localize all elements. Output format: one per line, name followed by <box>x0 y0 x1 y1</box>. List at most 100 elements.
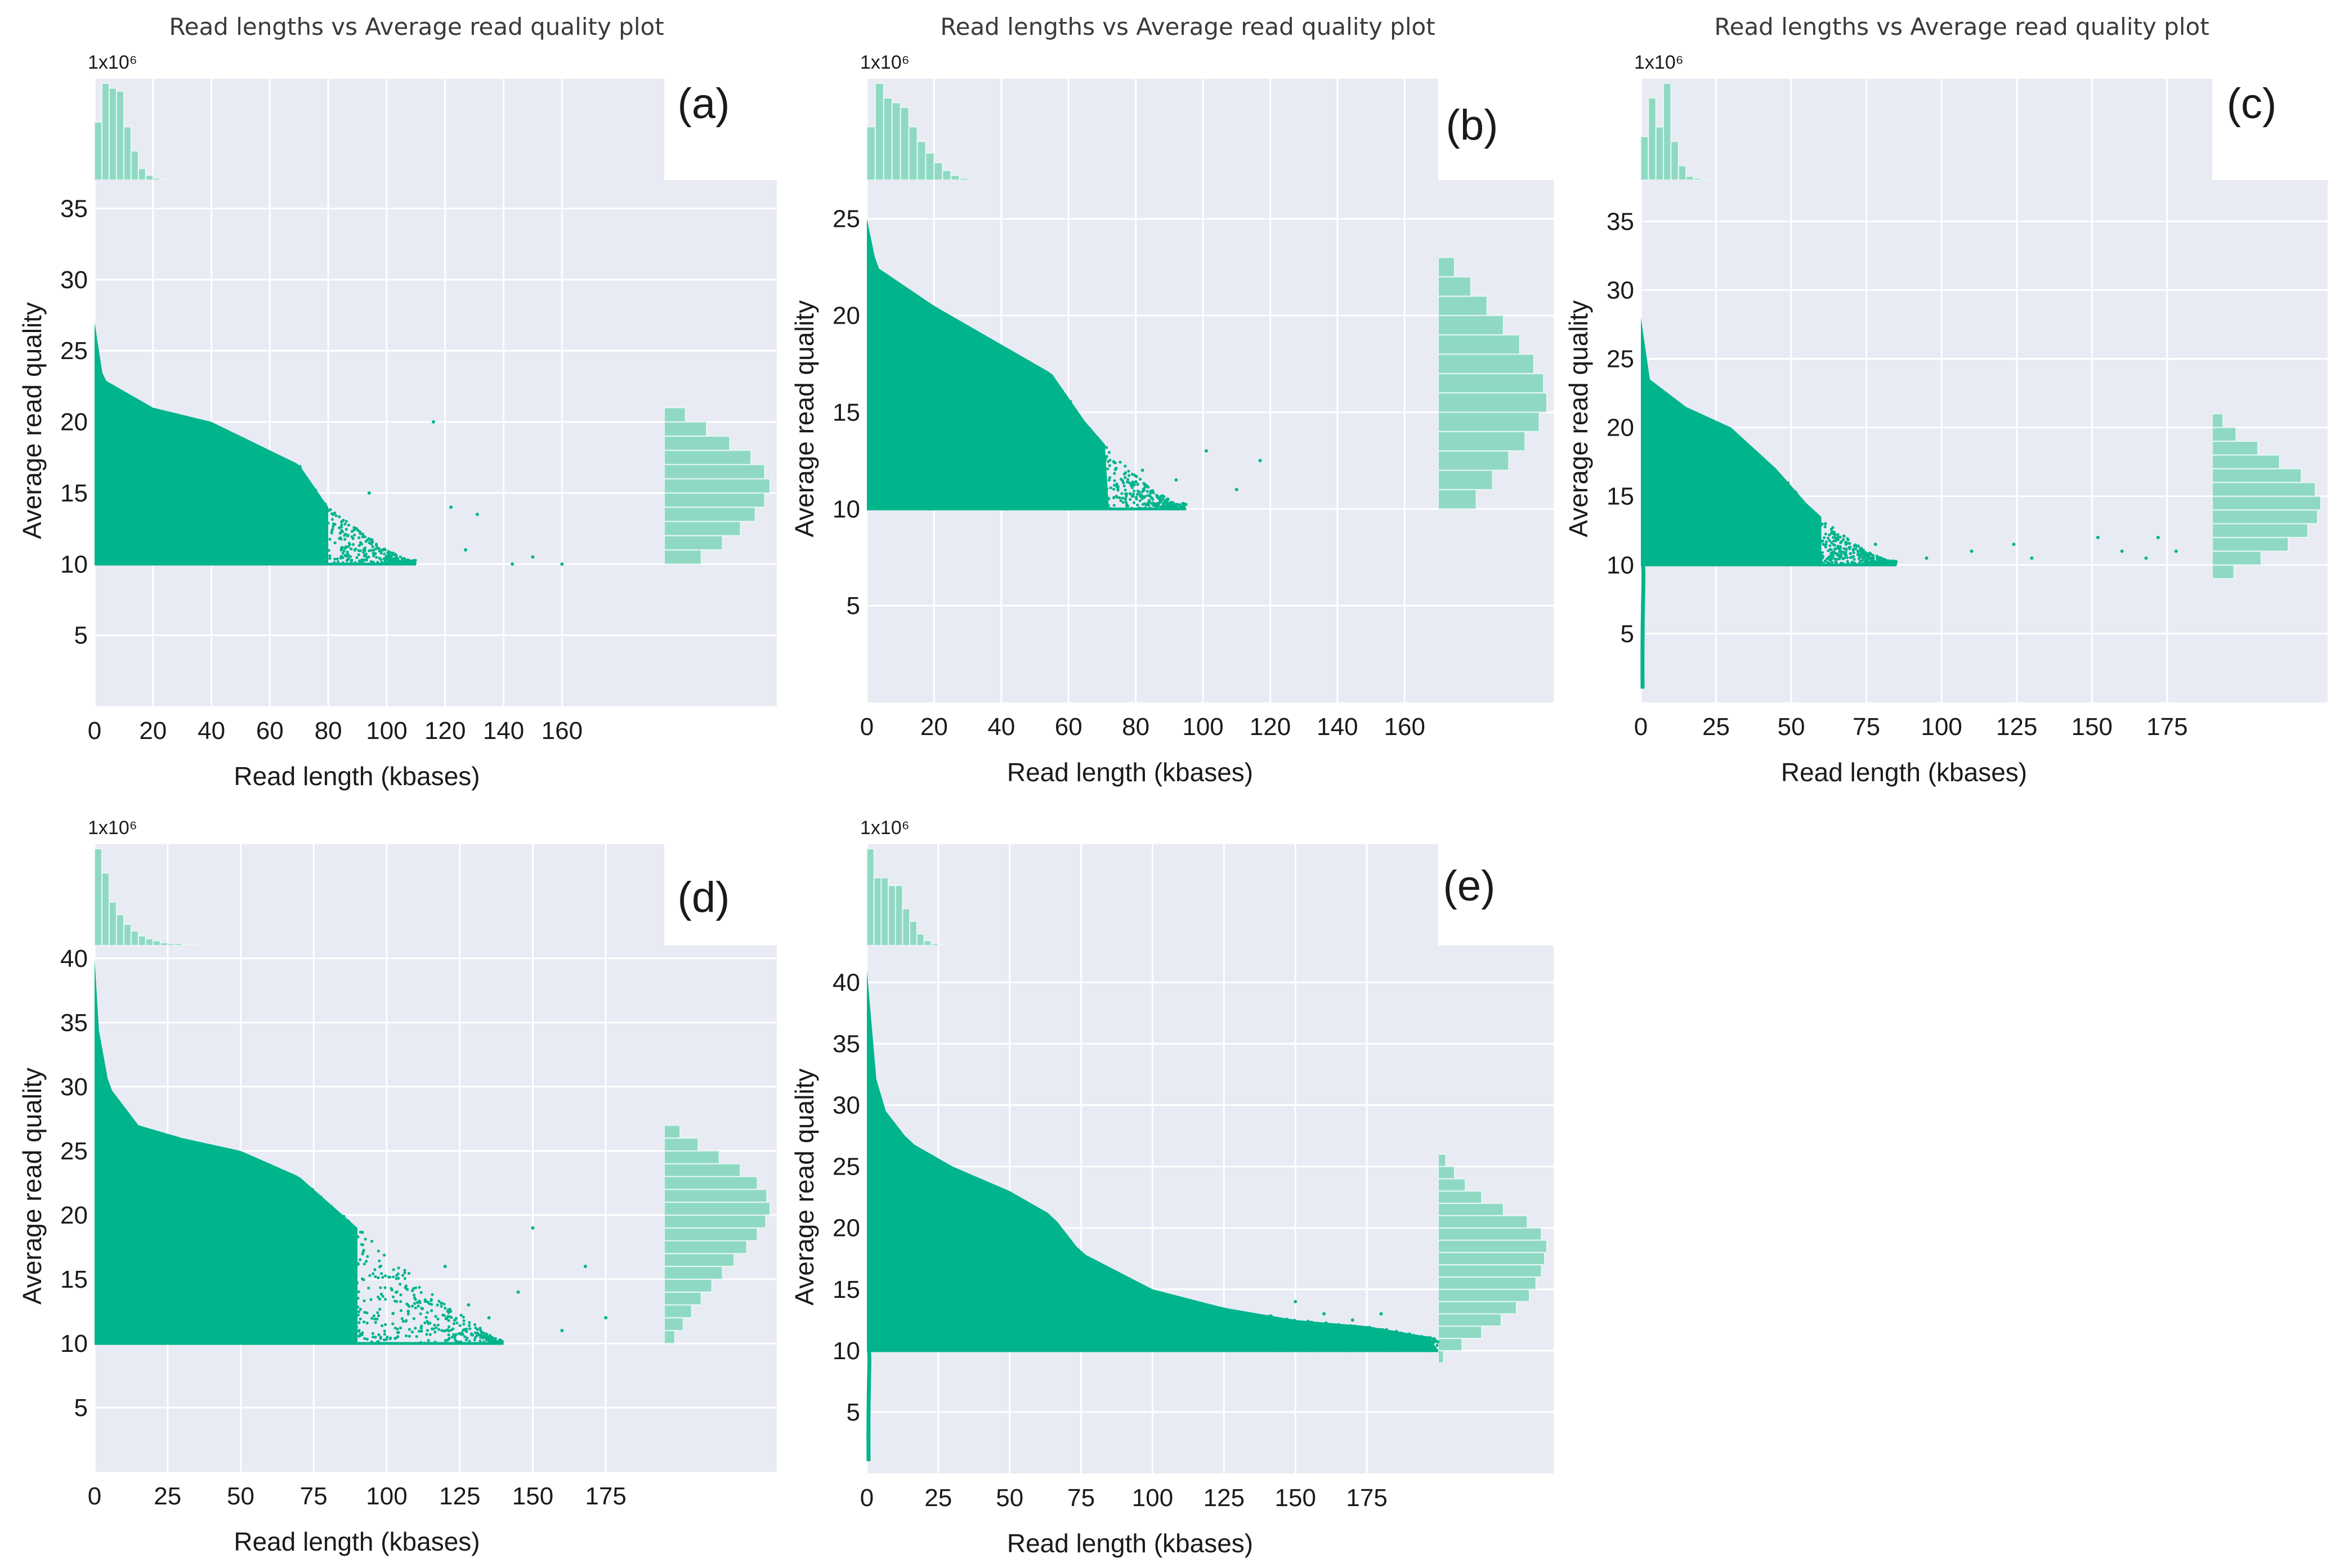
scatter-point <box>1353 1324 1357 1328</box>
scatter-point <box>1426 1347 1429 1350</box>
scatter-point <box>1100 463 1103 466</box>
scatter-point <box>310 1245 313 1248</box>
scatter-point <box>344 1252 348 1256</box>
scatter-point <box>1767 535 1771 539</box>
scatter-point <box>1039 446 1042 450</box>
scatter-point <box>332 1327 335 1330</box>
scatter-point <box>332 525 335 528</box>
scatter-point <box>293 1289 297 1293</box>
scatter-point <box>1037 503 1040 507</box>
scatter-point <box>430 1327 434 1330</box>
scatter-point <box>289 487 293 491</box>
scatter-point <box>1425 1338 1429 1342</box>
scatter-point <box>1327 1323 1331 1327</box>
scatter-point <box>1862 552 1865 555</box>
scatter-point <box>1162 495 1166 498</box>
scatter-point <box>463 1335 467 1338</box>
scatter-point <box>338 532 342 535</box>
scatter-point <box>339 546 343 549</box>
scatter-point <box>1800 519 1803 522</box>
right-histogram-bar <box>2212 495 2321 511</box>
scatter-point <box>1335 1343 1339 1347</box>
scatter-point <box>1127 469 1130 473</box>
top-histogram-scale-label: 1x10⁶ <box>88 52 137 73</box>
scatter-point <box>1838 535 1842 539</box>
scatter-point <box>261 527 265 531</box>
right-histogram-bar <box>1438 1153 1447 1167</box>
scatter-point <box>1284 1321 1287 1324</box>
scatter-point <box>305 523 308 526</box>
scatter-point <box>1849 556 1853 559</box>
top-histogram-bar <box>137 935 146 947</box>
scatter-point <box>410 1305 414 1308</box>
scatter-point <box>267 487 270 490</box>
scatter-point <box>1788 515 1791 518</box>
scatter-point <box>1833 547 1836 551</box>
scatter-point <box>331 1288 334 1291</box>
scatter-point <box>327 1309 330 1312</box>
scatter-point <box>259 472 262 476</box>
top-histogram-bar <box>866 848 875 946</box>
scatter-point <box>1048 455 1052 459</box>
scatter-point <box>357 553 360 557</box>
x-tick-label: 60 <box>256 717 284 745</box>
scatter-point <box>1342 1326 1345 1329</box>
scatter-point <box>379 1292 383 1296</box>
scatter-point <box>1181 505 1184 508</box>
scatter-point <box>1353 1343 1357 1347</box>
scatter-point <box>1433 1337 1436 1340</box>
x-tick-label: 0 <box>1634 713 1648 741</box>
scatter-point <box>1853 544 1856 548</box>
scatter-point <box>1274 1324 1278 1328</box>
scatter-point <box>260 533 264 536</box>
scatter-point <box>377 546 381 550</box>
scatter-point <box>489 1338 492 1342</box>
scatter-point <box>1776 535 1780 539</box>
scatter-point <box>1105 455 1108 458</box>
scatter-point <box>1783 550 1786 554</box>
scatter-point <box>478 1327 482 1330</box>
scatter-point <box>332 1252 335 1256</box>
scatter-point <box>1124 476 1127 480</box>
scatter-point <box>433 1340 437 1344</box>
scatter-point <box>1105 487 1109 490</box>
scatter-point <box>1124 498 1128 501</box>
scatter-point <box>302 485 305 489</box>
scatter-point <box>1268 1340 1272 1343</box>
scatter-point <box>407 1271 411 1275</box>
scatter-point <box>441 1313 445 1317</box>
scatter-outlier <box>1174 478 1178 482</box>
y-tick-label: 10 <box>1607 552 1634 579</box>
scatter-point <box>346 1303 350 1306</box>
right-histogram-bar <box>2212 427 2237 442</box>
top-histogram-bar <box>115 90 124 181</box>
scatter-point <box>1040 504 1044 508</box>
scatter-point <box>436 1323 440 1327</box>
scatter-outlier <box>467 1303 471 1307</box>
scatter-point <box>1071 500 1075 503</box>
scatter-point <box>1394 1345 1398 1349</box>
scatter-point <box>1820 551 1824 554</box>
scatter-point <box>291 521 295 524</box>
scatter-point <box>1036 449 1040 453</box>
scatter-point <box>467 1324 471 1327</box>
scatter-point <box>307 528 310 532</box>
scatter-point <box>403 1269 406 1272</box>
scatter-point <box>1125 504 1129 508</box>
scatter-point <box>382 1338 386 1342</box>
scatter-point <box>1799 542 1802 545</box>
y-tick-label: 15 <box>60 480 88 507</box>
scatter-point <box>1124 492 1128 495</box>
panel-title: Read lengths vs Average read quality plo… <box>1714 13 2209 41</box>
scatter-point <box>1782 506 1786 509</box>
right-histogram-bar <box>1438 1288 1531 1302</box>
scatter-point <box>1088 467 1091 470</box>
scatter-point <box>395 1277 398 1280</box>
scatter-point <box>355 1279 358 1283</box>
scatter-point <box>1112 504 1116 507</box>
scatter-point <box>1039 386 1043 389</box>
scatter-point <box>405 1302 409 1306</box>
scatter-point <box>1294 1348 1297 1351</box>
y-tick-label: 10 <box>60 550 88 578</box>
scatter-point <box>274 560 278 563</box>
